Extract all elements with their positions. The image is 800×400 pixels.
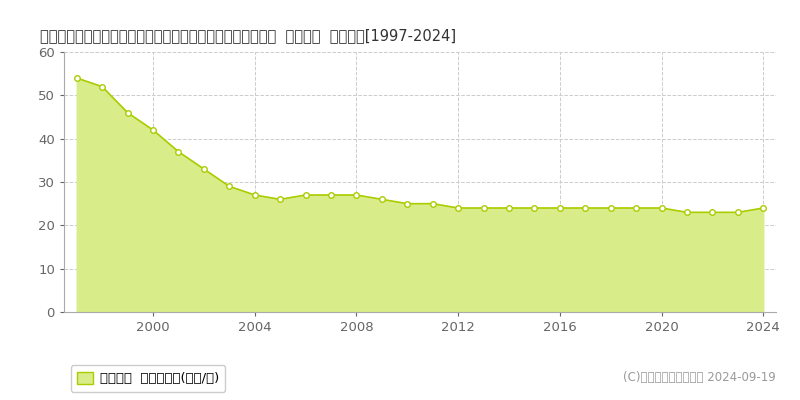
Text: (C)土地価格ドットコム 2024-09-19: (C)土地価格ドットコム 2024-09-19: [623, 371, 776, 384]
Legend: 基準地価  平均坪単価(万円/坪): 基準地価 平均坪単価(万円/坪): [70, 365, 226, 392]
Text: 東京都西多摩郡瑞穂町大字駒形富士山字稲荷林３８６番１８  基準地価  地価推移[1997-2024]: 東京都西多摩郡瑞穂町大字駒形富士山字稲荷林３８６番１８ 基準地価 地価推移[19…: [40, 28, 456, 43]
